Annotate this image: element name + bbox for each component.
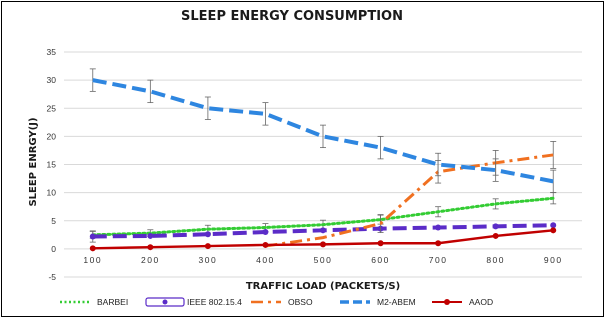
x-axis-title: TRAFFIC LOAD (PACKETS/S) [246, 281, 400, 292]
legend-item: IEEE 802.15.4 [145, 297, 242, 307]
y-tick-label: 20 [47, 131, 57, 141]
y-tick-label: 5 [51, 216, 56, 226]
data-point [435, 240, 442, 247]
x-tick-label: 600 [371, 255, 390, 265]
y-tick-labels: -5 0 5 10 15 20 25 30 35 [47, 47, 57, 282]
data-point [89, 233, 96, 240]
data-point [89, 245, 96, 252]
x-tick-label: 400 [256, 255, 275, 265]
x-tick-label: 100 [83, 255, 102, 265]
data-point [435, 224, 442, 231]
series-line [91, 196, 555, 237]
legend-label: OBSO [288, 297, 313, 307]
legend-item: AAOD [432, 297, 493, 307]
chart-title: SLEEP ENERGY CONSUMPTION [181, 9, 403, 24]
x-tick-label: 900 [544, 255, 563, 265]
data-point [262, 241, 269, 248]
data-point [492, 223, 499, 230]
legend-marker [162, 299, 168, 305]
series-line [265, 153, 554, 248]
legend-item: OBSO [251, 297, 313, 307]
y-axis-title: SLEEP ENRGY(J) [28, 117, 39, 206]
y-tick-label: 30 [47, 75, 57, 85]
data-point [550, 227, 557, 234]
y-tick-label: 15 [47, 160, 57, 170]
data-point [204, 231, 211, 238]
y-tick-label: 35 [47, 47, 57, 57]
legend-label: BARBEI [97, 297, 128, 307]
data-point [550, 222, 557, 229]
data-point [204, 243, 211, 250]
data-point [320, 227, 326, 234]
y-tick-label: 0 [51, 244, 56, 254]
legend-marker [444, 299, 450, 305]
legend-item: M2-ABEM [340, 297, 416, 307]
data-point [262, 229, 269, 235]
x-tick-label: 700 [429, 255, 448, 265]
data-point [492, 232, 499, 239]
y-tick-label: 10 [47, 188, 57, 198]
x-tick-label: 200 [141, 255, 160, 265]
legend-item: BARBEI [60, 297, 128, 307]
data-point [147, 244, 154, 251]
series-m2-abem [89, 68, 557, 194]
series-ieee-802-15-4 [89, 222, 557, 243]
legend-label: IEEE 802.15.4 [187, 297, 242, 307]
legend-label: M2-ABEM [377, 297, 416, 307]
data-point [377, 240, 384, 247]
legend: BARBEI IEEE 802.15.4 OBSO M2-ABEM AAOD [60, 297, 493, 307]
y-tick-label: -5 [48, 272, 56, 282]
legend-label: AAOD [469, 297, 493, 307]
x-tick-label: 300 [199, 255, 218, 265]
x-tick-labels: 100 200 300 400 500 600 700 800 900 [83, 255, 563, 265]
data-point [320, 241, 326, 248]
y-tick-label: 25 [47, 103, 57, 113]
x-tick-label: 800 [486, 255, 505, 265]
data-point [147, 232, 154, 239]
series-aaod [89, 227, 557, 252]
series-layer [89, 68, 557, 252]
x-tick-label: 500 [314, 255, 333, 265]
